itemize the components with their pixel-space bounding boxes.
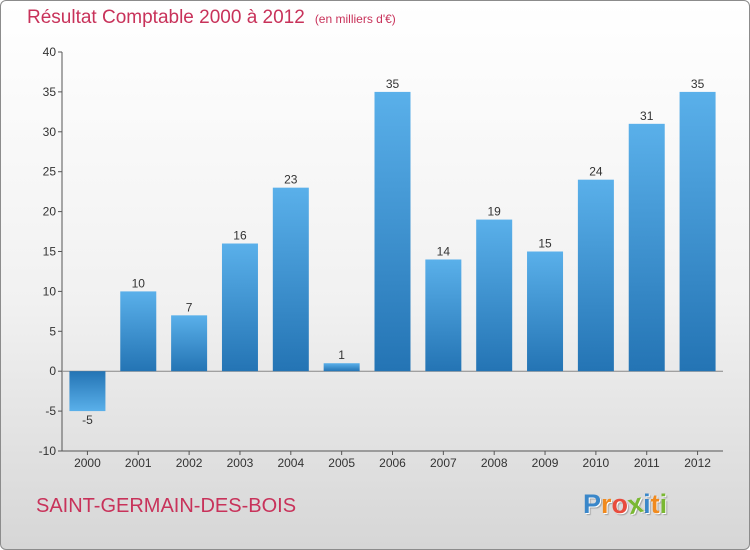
value-label-2009: 15 [538, 237, 552, 251]
bar-2006 [374, 91, 411, 372]
y-tick-label: 35 [43, 85, 57, 99]
value-label-2012: 35 [691, 77, 705, 91]
y-tick-label: 20 [43, 205, 57, 219]
x-tick-label-2006: 2006 [379, 456, 406, 470]
value-label-2003: 16 [233, 229, 247, 243]
chart-title: Résultat Comptable 2000 à 2012 (en millie… [27, 7, 396, 29]
x-tick-label-2009: 2009 [532, 456, 559, 470]
bar-2002 [171, 315, 208, 372]
bar-2007 [425, 259, 462, 372]
logo-letter: r [601, 489, 612, 519]
logo-letter: i [643, 489, 651, 519]
bar-2005 [323, 363, 360, 372]
x-tick-label-2003: 2003 [227, 456, 254, 470]
y-tick-label: 10 [43, 284, 57, 298]
y-tick-label: 0 [49, 364, 56, 378]
proxiti-logo: Proxiti [583, 488, 668, 520]
logo-letter: P [583, 489, 602, 519]
x-tick-label-2008: 2008 [481, 456, 508, 470]
bar-2010 [577, 179, 614, 372]
value-label-2001: 10 [132, 276, 146, 290]
value-label-2006: 35 [386, 77, 400, 91]
x-tick-label-2004: 2004 [277, 456, 304, 470]
chart-title-unit: (en milliers d'€) [314, 12, 396, 26]
y-tick-label: 40 [43, 45, 57, 59]
bar-2008 [476, 219, 513, 372]
y-tick-label: -5 [45, 404, 56, 418]
x-tick-label-2005: 2005 [328, 456, 355, 470]
value-label-2004: 23 [284, 173, 298, 187]
x-tick-label-2007: 2007 [430, 456, 457, 470]
y-tick-label: 25 [43, 165, 57, 179]
town-name: SAINT-GERMAIN-DES-BOIS [36, 495, 297, 517]
bar-2011 [628, 123, 665, 372]
y-tick-label: 15 [43, 245, 57, 259]
y-tick-label: -10 [39, 444, 57, 458]
x-tick-label-2011: 2011 [634, 456, 660, 470]
y-tick-label: 5 [49, 324, 56, 338]
value-label-2010: 24 [589, 165, 603, 179]
value-label-2007: 14 [437, 244, 451, 258]
bar-2003 [221, 243, 258, 372]
x-tick-label-2001: 2001 [125, 456, 152, 470]
bar-2012 [679, 91, 716, 372]
bar-2000 [69, 371, 106, 412]
value-label-2005: 1 [338, 348, 345, 362]
chart-title-main: Résultat Comptable 2000 à 2012 [27, 7, 305, 28]
bar-2001 [120, 291, 157, 372]
x-tick-label-2010: 2010 [583, 456, 610, 470]
bar-2004 [272, 187, 309, 372]
value-label-2002: 7 [186, 300, 193, 314]
value-label-2000: -5 [82, 413, 93, 427]
bar-2009 [527, 251, 564, 372]
value-label-2011: 31 [640, 109, 654, 123]
logo-letter: t [650, 489, 660, 519]
value-label-2008: 19 [488, 205, 502, 219]
x-tick-label-2000: 2000 [74, 456, 101, 470]
logo-letter: o [611, 489, 629, 519]
x-tick-label-2002: 2002 [176, 456, 203, 470]
x-tick-label-2012: 2012 [684, 456, 711, 470]
y-tick-label: 30 [43, 125, 57, 139]
logo-letter: i [659, 489, 668, 519]
